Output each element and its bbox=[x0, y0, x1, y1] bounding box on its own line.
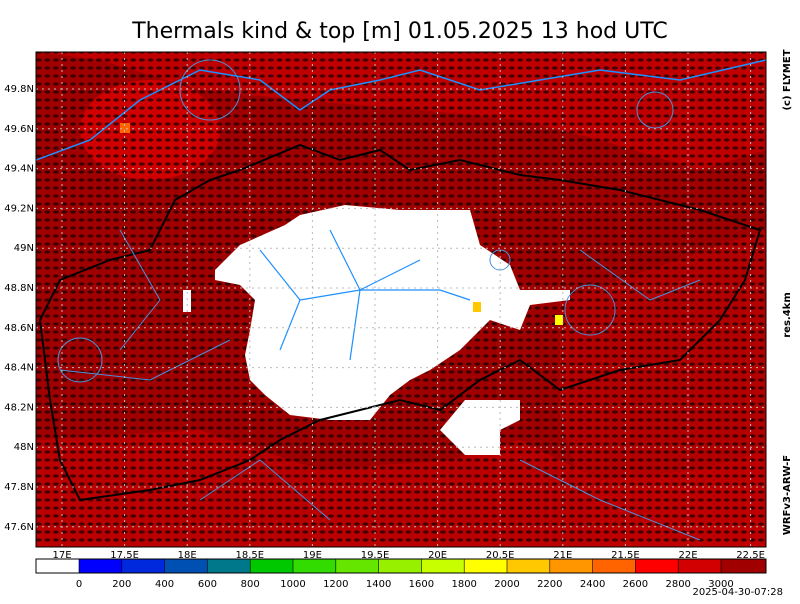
colorbar-cell bbox=[678, 559, 721, 573]
lon-label: 21.5E bbox=[611, 550, 640, 561]
airspace-circle bbox=[179, 59, 241, 121]
colorbar-label: 2000 bbox=[494, 579, 519, 590]
resolution: res.4km bbox=[782, 292, 793, 338]
airspace-circle bbox=[636, 91, 674, 129]
colorbar-label: 1800 bbox=[451, 579, 476, 590]
airspace-circle bbox=[57, 337, 103, 383]
colorbar-label: 1200 bbox=[323, 579, 348, 590]
colorbar-cell bbox=[549, 559, 593, 573]
colorbar-label: 2400 bbox=[580, 579, 605, 590]
colorbar-cell bbox=[721, 559, 766, 573]
border-line bbox=[259, 229, 471, 361]
no-thermal-area bbox=[183, 290, 191, 312]
colorbar-cell bbox=[36, 559, 79, 573]
lon-label: 17.5E bbox=[110, 550, 139, 561]
colorbar-cell bbox=[293, 559, 336, 573]
lon-label: 17E bbox=[52, 550, 71, 561]
field-cell bbox=[555, 315, 563, 325]
colorbar-label: 1600 bbox=[409, 579, 434, 590]
title: Thermals kind & top [m] 01.05.2025 13 ho… bbox=[131, 19, 668, 44]
colorbar-label: 2600 bbox=[623, 579, 648, 590]
colorbar-label: 3000 bbox=[708, 579, 733, 590]
colorbar-cell bbox=[378, 559, 422, 573]
lon-label: 18.5E bbox=[236, 550, 265, 561]
field-cell bbox=[120, 123, 130, 133]
colorbar-label: 0 bbox=[76, 579, 82, 590]
airspace-circle bbox=[564, 284, 616, 336]
colorbar-label: 400 bbox=[155, 579, 174, 590]
lat-label: 48.4N bbox=[4, 363, 34, 374]
model: WRFv3-ARW-F bbox=[782, 455, 793, 535]
lon-label: 21E bbox=[553, 550, 572, 561]
country-border bbox=[38, 143, 762, 502]
lon-label: 20.5E bbox=[486, 550, 515, 561]
lat-label: 47.8N bbox=[4, 482, 34, 493]
colorbar-label: 800 bbox=[241, 579, 260, 590]
colorbar-cell bbox=[635, 559, 679, 573]
border-line bbox=[59, 229, 701, 541]
lon-label: 18E bbox=[178, 550, 197, 561]
colorbar-cell bbox=[250, 559, 293, 573]
map bbox=[36, 52, 766, 547]
lat-label: 48.6N bbox=[4, 323, 34, 334]
colorbar-label: 2200 bbox=[537, 579, 562, 590]
lat-label: 49.4N bbox=[4, 164, 34, 175]
lon-label: 19.5E bbox=[361, 550, 390, 561]
copyright: (c) FLYMET bbox=[782, 49, 793, 110]
colorbar-label: 1000 bbox=[280, 579, 305, 590]
colorbar-label: 1400 bbox=[366, 579, 391, 590]
colorbar-frame bbox=[35, 558, 767, 574]
lat-label: 49.2N bbox=[4, 203, 34, 214]
colorbar-cell bbox=[207, 559, 251, 573]
lat-label: 47.6N bbox=[4, 522, 34, 533]
colorbar-cell bbox=[164, 559, 208, 573]
lat-label: 49.8N bbox=[4, 84, 34, 95]
lon-label: 19E bbox=[303, 550, 322, 561]
timestamp: 2025-04-30-07:28 bbox=[692, 587, 783, 598]
colorbar-cell bbox=[421, 559, 465, 573]
field-cell bbox=[473, 302, 481, 312]
colorbar-cell bbox=[507, 559, 550, 573]
lat-label: 48.2N bbox=[4, 402, 34, 413]
colorbar-cell bbox=[79, 559, 122, 573]
colorbar-cell bbox=[335, 559, 379, 573]
border-line bbox=[36, 59, 766, 161]
colorbar-label: 200 bbox=[112, 579, 131, 590]
lon-label: 22.5E bbox=[736, 550, 765, 561]
colorbar-cell bbox=[464, 559, 507, 573]
colorbar-cell bbox=[121, 559, 165, 573]
lat-label: 49N bbox=[14, 243, 34, 254]
lat-label: 49.6N bbox=[4, 124, 34, 135]
lon-label: 20E bbox=[428, 550, 447, 561]
map-frame bbox=[35, 51, 767, 548]
lat-label: 48.8N bbox=[4, 283, 34, 294]
lon-label: 22E bbox=[678, 550, 697, 561]
colorbar-label: 600 bbox=[198, 579, 217, 590]
colorbar-label: 2800 bbox=[665, 579, 690, 590]
colorbar-cell bbox=[592, 559, 636, 573]
no-thermal-area bbox=[215, 205, 570, 420]
lat-label: 48N bbox=[14, 442, 34, 453]
